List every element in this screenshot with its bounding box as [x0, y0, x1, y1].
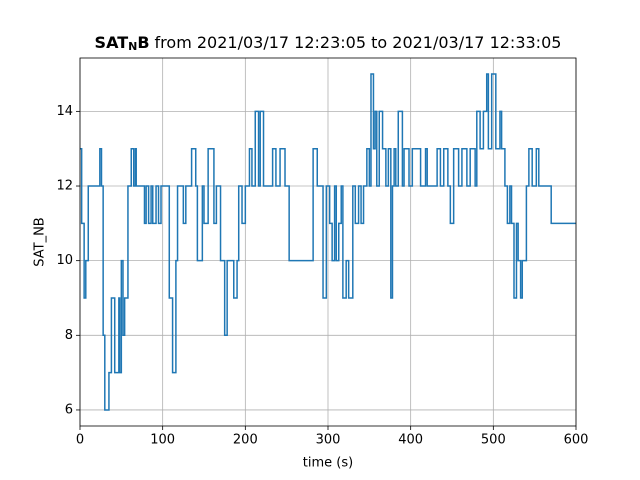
y-axis-label: SAT_NB	[33, 217, 48, 266]
x-tick-label: 100	[150, 433, 175, 448]
data-line	[80, 73, 576, 411]
x-tick-label: 500	[481, 433, 506, 448]
y-tick-label: 14	[56, 104, 73, 119]
x-tick-label: 400	[398, 433, 423, 448]
title-part: from 2021/03/17 12:23:05 to 2021/03/17 1…	[155, 33, 562, 52]
plot-frame	[79, 57, 577, 427]
y-tick-label: 10	[56, 253, 73, 268]
x-tick-label: 300	[316, 433, 341, 448]
title-part: SAT	[95, 33, 129, 52]
x-axis-label: time (s)	[303, 456, 353, 471]
y-tick-label: 6	[65, 402, 73, 417]
y-tick-label: 12	[56, 179, 73, 194]
y-tick-label: 8	[65, 328, 73, 343]
x-tick-label: 200	[233, 433, 258, 448]
x-tick-label: 600	[564, 433, 589, 448]
title-part: B	[137, 33, 149, 52]
chart-title: SATNB from 2021/03/17 12:23:05 to 2021/03…	[95, 33, 562, 54]
title-part: N	[128, 40, 137, 53]
x-tick-label: 0	[76, 433, 84, 448]
